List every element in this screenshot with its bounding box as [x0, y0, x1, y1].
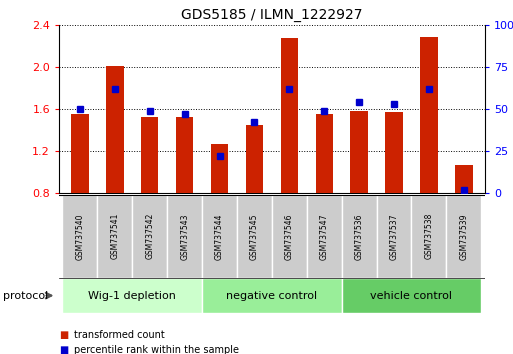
Bar: [97, 195, 132, 278]
Bar: [281, 39, 298, 193]
Text: GSM737543: GSM737543: [180, 213, 189, 259]
Bar: [63, 278, 202, 313]
Text: percentile rank within the sample: percentile rank within the sample: [74, 346, 240, 354]
Bar: [202, 278, 342, 313]
Text: vehicle control: vehicle control: [370, 291, 452, 301]
Bar: [71, 114, 89, 193]
Bar: [211, 143, 228, 193]
Bar: [307, 195, 342, 278]
Bar: [176, 117, 193, 193]
Bar: [420, 38, 438, 193]
Bar: [342, 278, 481, 313]
Text: GSM737545: GSM737545: [250, 213, 259, 259]
Bar: [385, 112, 403, 193]
Text: transformed count: transformed count: [74, 330, 165, 339]
Text: GSM737547: GSM737547: [320, 213, 329, 259]
Text: GSM737538: GSM737538: [424, 213, 433, 259]
Bar: [342, 195, 377, 278]
Bar: [106, 66, 124, 193]
Bar: [455, 165, 472, 193]
Text: GSM737537: GSM737537: [389, 213, 399, 259]
Text: protocol: protocol: [3, 291, 48, 301]
Bar: [446, 195, 481, 278]
Bar: [315, 114, 333, 193]
Bar: [141, 117, 159, 193]
Bar: [272, 195, 307, 278]
Text: GSM737536: GSM737536: [354, 213, 364, 259]
Text: GSM737540: GSM737540: [75, 213, 85, 259]
Text: GSM737544: GSM737544: [215, 213, 224, 259]
Text: Wig-1 depletion: Wig-1 depletion: [88, 291, 176, 301]
Text: GSM737539: GSM737539: [459, 213, 468, 259]
Bar: [377, 195, 411, 278]
Text: negative control: negative control: [226, 291, 318, 301]
Bar: [132, 195, 167, 278]
Bar: [237, 195, 272, 278]
Bar: [202, 195, 237, 278]
Bar: [411, 195, 446, 278]
Text: GSM737546: GSM737546: [285, 213, 294, 259]
Bar: [167, 195, 202, 278]
Text: ■: ■: [59, 346, 68, 354]
Bar: [246, 125, 263, 193]
Title: GDS5185 / ILMN_1222927: GDS5185 / ILMN_1222927: [181, 8, 363, 22]
Text: ■: ■: [59, 330, 68, 339]
Text: GSM737542: GSM737542: [145, 213, 154, 259]
Bar: [63, 195, 97, 278]
Text: GSM737541: GSM737541: [110, 213, 120, 259]
Bar: [350, 111, 368, 193]
